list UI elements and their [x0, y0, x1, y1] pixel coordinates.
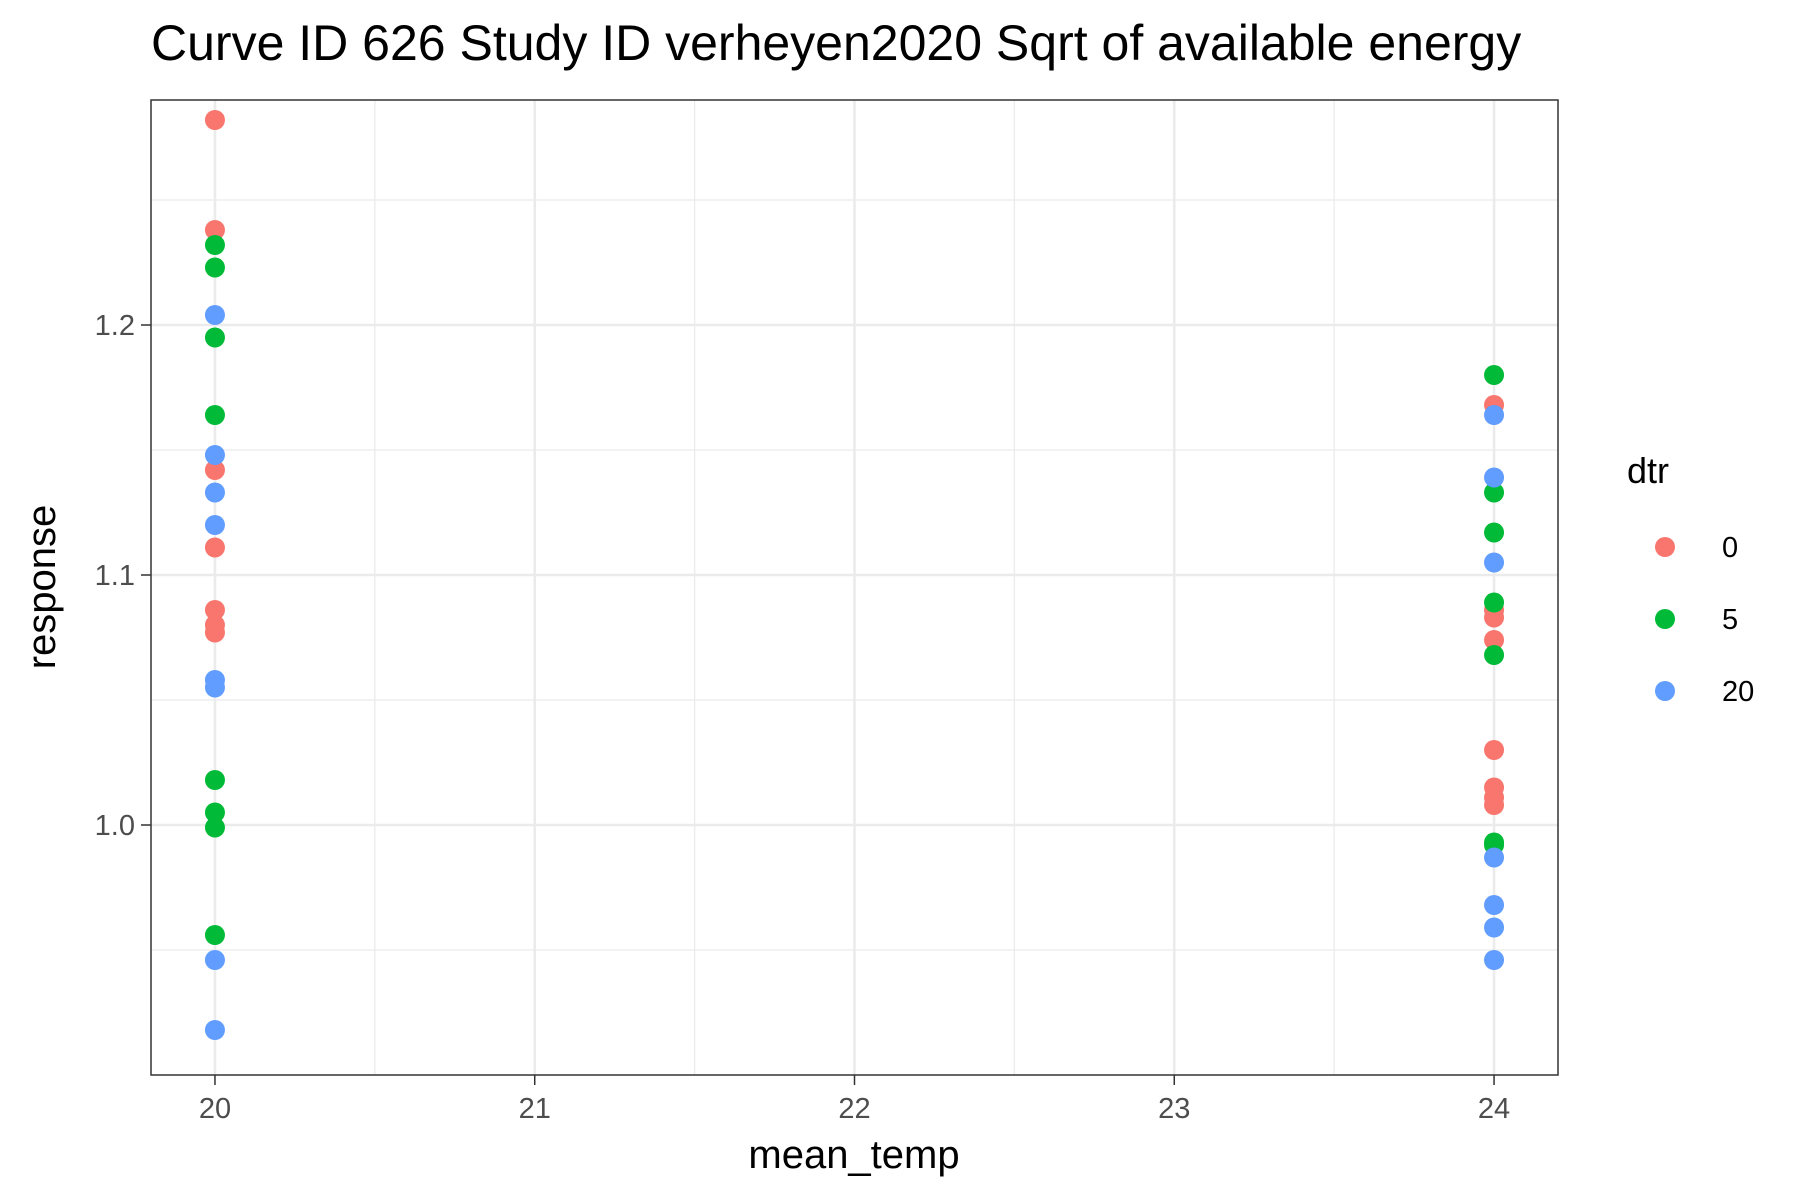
data-point-dtr-5: [204, 257, 225, 278]
major-gridlines: [151, 100, 1558, 1075]
legend: dtr 0 5 20: [1627, 450, 1754, 708]
data-point-dtr-0: [204, 622, 225, 643]
data-point-dtr-0: [204, 220, 225, 240]
data-point-dtr-20: [1484, 552, 1505, 573]
data-point-dtr-20: [1484, 847, 1505, 868]
legend-label-dtr-0: 0: [1722, 532, 1738, 564]
data-point-dtr-0: [1484, 630, 1505, 650]
x-tick-label: 24: [1478, 1093, 1510, 1125]
x-tick-label: 20: [199, 1093, 231, 1125]
x-tick-label: 22: [838, 1093, 870, 1125]
legend-key-dtr-5: [1655, 609, 1675, 629]
data-point-dtr-5: [204, 405, 225, 425]
y-tick-label: 1.0: [95, 810, 135, 842]
data-point-dtr-20: [1484, 950, 1505, 970]
data-point-dtr-5: [1484, 645, 1505, 665]
x-tick-label: 21: [519, 1093, 551, 1125]
data-point-dtr-5: [204, 817, 225, 838]
data-point-dtr-0: [1484, 795, 1505, 815]
data-point-dtr-5: [1484, 522, 1505, 543]
legend-label-dtr-20: 20: [1722, 676, 1754, 708]
data-point-dtr-5: [204, 925, 225, 945]
legend-title: dtr: [1627, 450, 1669, 491]
data-point-dtr-5: [204, 802, 225, 823]
data-point-dtr-20: [204, 482, 225, 503]
data-point-dtr-20: [204, 1020, 225, 1040]
x-axis-ticks: 20 21 22 23 24: [199, 1075, 1510, 1125]
data-point-dtr-5: [1484, 592, 1505, 613]
data-points: [204, 110, 1505, 1040]
legend-label-dtr-5: 5: [1722, 604, 1738, 636]
data-point-dtr-20: [204, 677, 225, 698]
data-point-dtr-20: [1484, 917, 1505, 938]
y-axis-ticks: 1.0 1.1 1.2: [95, 310, 151, 842]
data-point-dtr-0: [1484, 740, 1505, 760]
data-point-dtr-0: [1484, 607, 1505, 628]
data-point-dtr-0: [204, 460, 225, 480]
y-axis-title: response: [20, 505, 64, 670]
y-tick-label: 1.1: [95, 560, 135, 592]
data-point-dtr-20: [204, 515, 225, 535]
data-point-dtr-5: [1484, 482, 1505, 503]
data-point-dtr-20: [1484, 405, 1505, 425]
data-point-dtr-20: [204, 305, 225, 325]
data-point-dtr-5: [204, 770, 225, 790]
data-point-dtr-0: [204, 600, 225, 620]
data-point-dtr-5: [204, 327, 225, 348]
data-point-dtr-20: [204, 950, 225, 970]
data-point-dtr-0: [204, 537, 225, 558]
x-tick-label: 23: [1158, 1093, 1190, 1125]
x-axis-title: mean_temp: [748, 1133, 959, 1177]
chart-title: Curve ID 626 Study ID verheyen2020 Sqrt …: [151, 15, 1521, 71]
y-tick-label: 1.2: [95, 310, 135, 342]
data-point-dtr-20: [1484, 895, 1505, 915]
data-point-dtr-20: [1484, 467, 1505, 488]
legend-key-dtr-20: [1655, 681, 1675, 701]
data-point-dtr-5: [1484, 365, 1505, 385]
data-point-dtr-20: [204, 445, 225, 465]
data-point-dtr-5: [204, 235, 225, 255]
legend-key-dtr-0: [1655, 537, 1675, 557]
data-point-dtr-0: [204, 110, 225, 130]
